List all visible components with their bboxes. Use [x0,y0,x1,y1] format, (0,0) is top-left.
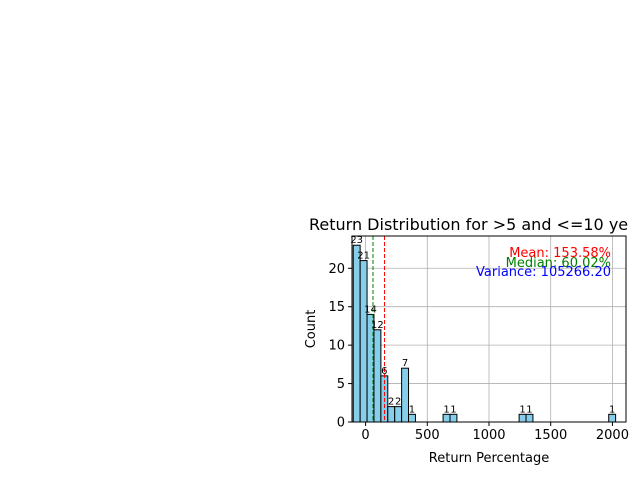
histogram-bar [525,413,534,423]
y-tick-label: 5 [337,377,345,392]
bar-count-label: 12 [371,320,384,331]
histogram-bar [387,406,396,423]
x-tick-label: 1500 [534,428,567,443]
y-tick-label: 20 [328,262,345,277]
histogram-bar [608,413,617,423]
mean-annotation: Mean: 153.58% [509,246,611,261]
bar-count-label: 1 [409,404,415,415]
x-axis-label: Return Percentage [429,451,549,466]
y-axis-label: Count [304,310,319,349]
histogram-bars [352,244,617,423]
bar-count-label: 2 [388,397,394,408]
y-tick-label: 0 [337,416,345,431]
histogram-bar [408,413,416,423]
bar-count-label: 2 [395,397,401,408]
variance-annotation: Variance: 105266.20 [476,265,611,280]
bar-count-label: 21 [357,251,370,262]
x-axis-ticks: 0 500 1000 1500 2000 [361,422,629,443]
bar-count-label: 14 [364,304,377,315]
y-tick-label: 10 [328,339,345,354]
x-tick-label: 1000 [472,428,505,443]
histogram-bar [373,329,382,423]
y-axis-ticks: 0 5 10 15 20 [328,262,352,431]
y-tick-label: 15 [328,300,345,315]
bar-count-label: 1 [526,404,532,415]
median-annotation: Median: 60.02% [506,256,611,271]
histogram-bar [352,244,361,423]
bar-count-label: 6 [381,366,387,377]
histogram-bar [401,367,410,423]
bar-count-label: 7 [402,358,408,369]
x-tick-label: 0 [361,428,369,443]
bar-count-label: 1 [609,404,615,415]
x-tick-label: 2000 [596,428,629,443]
histogram-bar [518,413,527,423]
histogram-bar [442,413,451,423]
bar-count-label: 1 [519,404,525,415]
bar-count-label: 1 [443,404,449,415]
bar-count-label: 23 [350,235,363,246]
bar-count-label: 1 [450,404,456,415]
reference-lines [372,236,386,422]
chart-title: Return Distribution for >5 and <=10 ye [309,215,628,234]
histogram-bar [359,260,368,423]
histogram-bar [394,406,403,423]
histogram-bar [449,413,458,423]
x-tick-label: 500 [415,428,440,443]
